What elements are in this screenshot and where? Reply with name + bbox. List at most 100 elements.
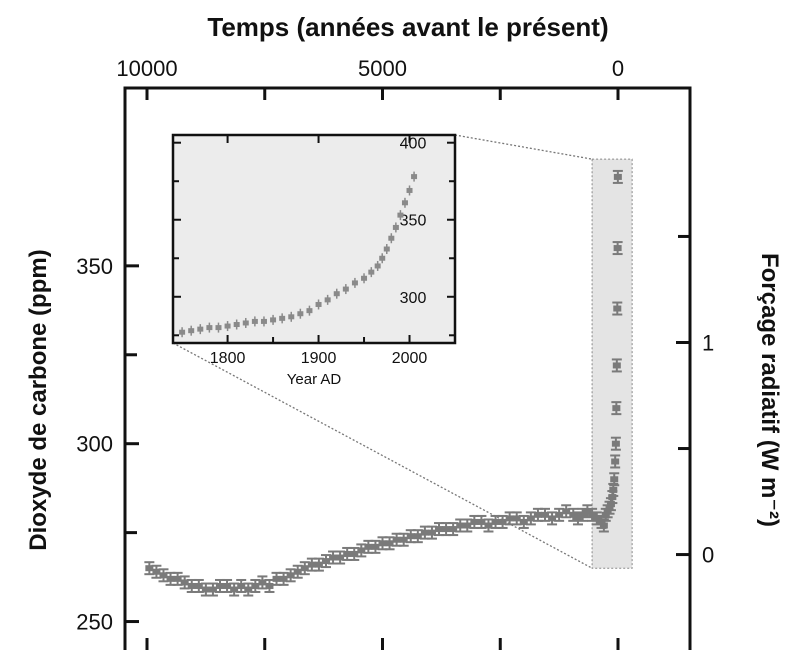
data-marker xyxy=(449,526,458,533)
zoom-connector-line xyxy=(172,342,593,569)
data-marker xyxy=(498,518,507,525)
data-point xyxy=(612,169,623,184)
y2-tick-label: 0 xyxy=(702,543,714,568)
data-marker xyxy=(208,586,217,593)
inset-data-marker xyxy=(233,322,240,328)
data-marker xyxy=(610,476,619,483)
data-marker xyxy=(597,518,606,525)
data-marker xyxy=(159,572,168,579)
data-marker xyxy=(216,582,225,589)
data-point xyxy=(609,472,620,487)
data-marker xyxy=(592,515,601,522)
inset-data-point xyxy=(197,324,204,335)
data-point xyxy=(313,557,324,572)
data-marker xyxy=(194,582,203,589)
data-marker xyxy=(350,550,359,557)
inset-data-point xyxy=(342,284,349,295)
data-point xyxy=(518,514,529,529)
data-marker xyxy=(166,575,175,582)
inset-y-tick-label: 350 xyxy=(400,213,427,230)
inset-data-marker xyxy=(197,326,204,332)
inset-data-marker xyxy=(368,269,375,275)
data-marker xyxy=(555,511,564,518)
inset-x-tick-label: 1900 xyxy=(301,350,337,367)
x-tick-label: 10000 xyxy=(116,56,177,81)
main-plot: 10000 5000 0 250 300 350 0 1 xyxy=(76,56,714,650)
data-marker xyxy=(420,529,429,536)
data-marker xyxy=(223,582,232,589)
data-marker xyxy=(569,511,578,518)
data-marker xyxy=(613,245,622,252)
inset-data-marker xyxy=(279,315,286,321)
data-marker xyxy=(173,575,182,582)
data-point xyxy=(193,578,204,593)
data-marker xyxy=(442,526,451,533)
data-marker xyxy=(357,547,366,554)
data-marker xyxy=(533,511,542,518)
data-marker xyxy=(484,522,493,529)
inset-data-marker xyxy=(388,235,395,241)
y-tick-label: 250 xyxy=(76,610,113,635)
data-marker xyxy=(606,501,615,508)
data-marker xyxy=(491,518,500,525)
inset-data-marker xyxy=(188,328,195,334)
data-marker xyxy=(258,579,267,586)
data-marker xyxy=(265,582,274,589)
inset-data-point xyxy=(188,325,195,336)
data-marker xyxy=(578,511,587,518)
inset-data-marker xyxy=(260,318,267,324)
inset-frame xyxy=(171,133,457,345)
inset-data-marker xyxy=(401,200,408,206)
y2-tick-label: 1 xyxy=(702,330,714,355)
data-point xyxy=(610,436,621,451)
data-marker xyxy=(613,305,622,312)
data-marker xyxy=(251,582,260,589)
data-marker xyxy=(413,533,422,540)
data-marker xyxy=(605,504,614,511)
inset-data-marker xyxy=(179,329,186,335)
data-point xyxy=(611,401,622,416)
inset-data-marker xyxy=(379,255,386,261)
data-marker xyxy=(399,536,408,543)
data-marker xyxy=(343,550,352,557)
inset-y-tick-label: 400 xyxy=(400,136,427,153)
data-point xyxy=(568,507,579,522)
inset-data-marker xyxy=(351,280,358,286)
data-marker xyxy=(456,522,465,529)
data-marker xyxy=(286,572,295,579)
inset-data-point xyxy=(397,210,404,221)
data-marker xyxy=(599,522,608,529)
data-point xyxy=(349,546,360,561)
data-marker xyxy=(321,558,330,565)
data-marker xyxy=(180,579,189,586)
inset-data-point xyxy=(260,316,267,327)
inset-data-point xyxy=(251,316,258,327)
data-marker xyxy=(540,511,549,518)
data-marker xyxy=(201,586,210,593)
plot-frame xyxy=(123,86,692,650)
data-marker xyxy=(573,515,582,522)
data-marker xyxy=(608,494,617,501)
data-marker xyxy=(611,458,620,465)
inset-data-marker xyxy=(288,314,295,320)
data-marker xyxy=(293,568,302,575)
inset-data-point xyxy=(374,260,381,271)
inset-data-point xyxy=(288,311,295,322)
data-marker xyxy=(237,582,246,589)
data-marker xyxy=(505,515,514,522)
data-point xyxy=(610,454,621,469)
inset-data-marker xyxy=(324,297,331,303)
data-point xyxy=(612,301,623,316)
inset-data-point xyxy=(242,317,249,328)
y2-axis-title: Forçage radiatif (W m⁻²) xyxy=(756,253,783,527)
inset-data-point xyxy=(351,277,358,288)
inset-x-tick-label: 2000 xyxy=(392,350,428,367)
y-axis-title: Dioxyde de carbone (ppm) xyxy=(25,249,52,550)
data-marker xyxy=(601,511,610,518)
data-marker xyxy=(609,486,618,493)
inset-data-point xyxy=(206,322,213,333)
data-point xyxy=(144,561,155,576)
inset-data-point xyxy=(215,322,222,333)
inset-data-point xyxy=(388,233,395,244)
zoom-connector-line xyxy=(454,134,593,160)
